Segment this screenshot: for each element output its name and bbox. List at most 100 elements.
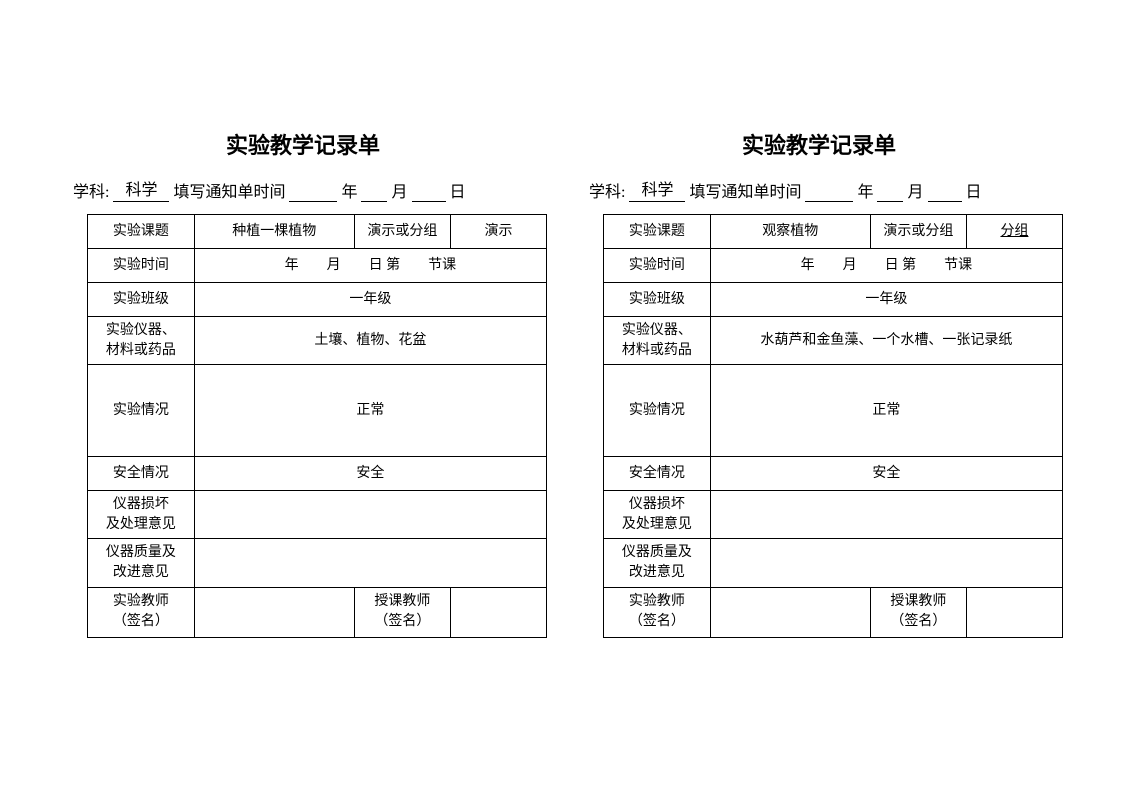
table-row: 实验情况 正常 [88, 365, 547, 457]
equipment-label-line1: 实验仪器、 [106, 323, 176, 338]
subject-label: 学科: [589, 184, 625, 201]
table-row: 实验时间 年 月 日 第 节课 [604, 249, 1063, 283]
type-value: 演示 [450, 215, 546, 249]
year-suffix: 年 [857, 184, 873, 201]
table-row: 实验仪器、 材料或药品 土壤、植物、花盆 [88, 317, 547, 365]
time-label: 实验时间 [604, 249, 711, 283]
month-blank [877, 182, 903, 202]
quality-value [194, 539, 546, 587]
type-label: 演示或分组 [354, 215, 450, 249]
sign2-label-line1: 授课教师 [374, 594, 430, 609]
table-row: 安全情况 安全 [604, 457, 1063, 491]
safety-value: 安全 [710, 457, 1062, 491]
sign1-value [710, 587, 870, 637]
topic-label: 实验课题 [88, 215, 195, 249]
class-value: 一年级 [194, 283, 546, 317]
safety-label: 安全情况 [604, 457, 711, 491]
sign2-value [966, 587, 1062, 637]
topic-value: 种植一棵植物 [194, 215, 354, 249]
time-value: 年 月 日 第 节课 [194, 249, 546, 283]
sign1-label-line2: （签名） [629, 614, 685, 629]
sign2-label: 授课教师 （签名） [870, 587, 966, 637]
form-title: 实验教学记录单 [73, 128, 533, 160]
class-label: 实验班级 [604, 283, 711, 317]
time-prefix-label: 填写通知单时间 [173, 184, 285, 201]
sign2-label: 授课教师 （签名） [354, 587, 450, 637]
month-blank [361, 182, 387, 202]
equipment-label-line2: 材料或药品 [622, 343, 692, 358]
sign1-value [194, 587, 354, 637]
time-label: 实验时间 [88, 249, 195, 283]
class-label: 实验班级 [88, 283, 195, 317]
table-row: 仪器损坏 及处理意见 [604, 491, 1063, 539]
sign1-label-line2: （签名） [113, 614, 169, 629]
table-row: 实验教师 （签名） 授课教师 （签名） [88, 587, 547, 637]
month-suffix: 月 [907, 184, 923, 201]
sign1-label: 实验教师 （签名） [88, 587, 195, 637]
table-row: 仪器质量及 改进意见 [604, 539, 1063, 587]
equipment-value: 水葫芦和金鱼藻、一个水槽、一张记录纸 [710, 317, 1062, 365]
sign2-label-line2: （签名） [374, 614, 430, 629]
damage-label-line1: 仪器损坏 [629, 497, 685, 512]
status-label: 实验情况 [604, 365, 711, 457]
table-row: 实验仪器、 材料或药品 水葫芦和金鱼藻、一个水槽、一张记录纸 [604, 317, 1063, 365]
status-value: 正常 [194, 365, 546, 457]
subject-value: 科学 [113, 182, 169, 202]
table-row: 实验课题 种植一棵植物 演示或分组 演示 [88, 215, 547, 249]
sign2-label-line2: （签名） [890, 614, 946, 629]
quality-label: 仪器质量及 改进意见 [604, 539, 711, 587]
day-suffix: 日 [450, 184, 466, 201]
year-suffix: 年 [341, 184, 357, 201]
page-container: 实验教学记录单 学科: 科学 填写通知单时间 年 月 日 实验课题 种植一棵植物… [0, 0, 1122, 638]
status-value: 正常 [710, 365, 1062, 457]
topic-label: 实验课题 [604, 215, 711, 249]
day-blank [928, 182, 962, 202]
table-row: 实验教师 （签名） 授课教师 （签名） [604, 587, 1063, 637]
table-row: 安全情况 安全 [88, 457, 547, 491]
equipment-label-line1: 实验仪器、 [622, 323, 692, 338]
equipment-label-line2: 材料或药品 [106, 343, 176, 358]
damage-label-line2: 及处理意见 [622, 517, 692, 532]
day-blank [412, 182, 446, 202]
type-value: 分组 [966, 215, 1062, 249]
month-suffix: 月 [391, 184, 407, 201]
damage-value [710, 491, 1062, 539]
safety-value: 安全 [194, 457, 546, 491]
time-prefix-label: 填写通知单时间 [689, 184, 801, 201]
day-suffix: 日 [966, 184, 982, 201]
table-row: 实验时间 年 月 日 第 节课 [88, 249, 547, 283]
form-header: 学科: 科学 填写通知单时间 年 月 日 [73, 178, 533, 202]
year-blank [805, 182, 853, 202]
time-value: 年 月 日 第 节课 [710, 249, 1062, 283]
sign1-label: 实验教师 （签名） [604, 587, 711, 637]
status-label: 实验情况 [88, 365, 195, 457]
form-header: 学科: 科学 填写通知单时间 年 月 日 [589, 178, 1049, 202]
table-row: 实验班级 一年级 [88, 283, 547, 317]
quality-label: 仪器质量及 改进意见 [88, 539, 195, 587]
quality-label-line1: 仪器质量及 [106, 545, 176, 560]
quality-value [710, 539, 1062, 587]
equipment-label: 实验仪器、 材料或药品 [604, 317, 711, 365]
table-row: 仪器质量及 改进意见 [88, 539, 547, 587]
subject-value: 科学 [629, 182, 685, 202]
quality-label-line2: 改进意见 [113, 565, 169, 580]
year-blank [289, 182, 337, 202]
record-table: 实验课题 观察植物 演示或分组 分组 实验时间 年 月 日 第 节课 实验班级 … [603, 214, 1063, 638]
sign2-value [450, 587, 546, 637]
equipment-value: 土壤、植物、花盆 [194, 317, 546, 365]
damage-label: 仪器损坏 及处理意见 [604, 491, 711, 539]
experiment-form: 实验教学记录单 学科: 科学 填写通知单时间 年 月 日 实验课题 种植一棵植物… [73, 128, 533, 638]
type-value-text: 分组 [1000, 224, 1028, 239]
table-row: 实验班级 一年级 [604, 283, 1063, 317]
damage-label-line2: 及处理意见 [106, 517, 176, 532]
sign1-label-line1: 实验教师 [113, 594, 169, 609]
quality-label-line2: 改进意见 [629, 565, 685, 580]
sign2-label-line1: 授课教师 [890, 594, 946, 609]
sign1-label-line1: 实验教师 [629, 594, 685, 609]
damage-label: 仪器损坏 及处理意见 [88, 491, 195, 539]
damage-label-line1: 仪器损坏 [113, 497, 169, 512]
equipment-label: 实验仪器、 材料或药品 [88, 317, 195, 365]
class-value: 一年级 [710, 283, 1062, 317]
safety-label: 安全情况 [88, 457, 195, 491]
table-row: 仪器损坏 及处理意见 [88, 491, 547, 539]
